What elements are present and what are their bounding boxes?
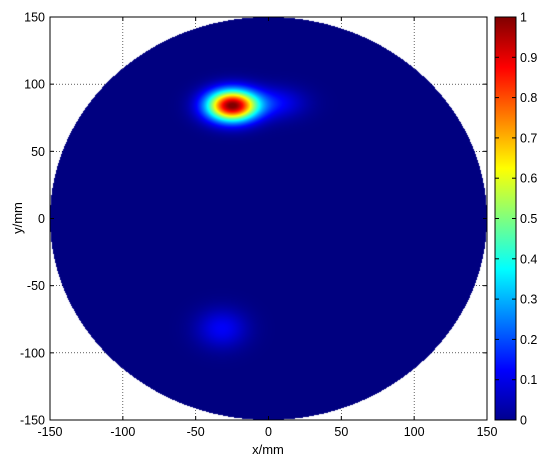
- y-tick-label: -100: [20, 346, 45, 360]
- colorbar-tick-label: 0.2: [520, 333, 537, 347]
- colorbar-tick-label: 0.6: [520, 172, 537, 186]
- colorbar-tick-label: 0.4: [520, 252, 537, 266]
- x-tick-label: -150: [37, 425, 62, 439]
- colorbar-tick-label: 0.7: [520, 131, 537, 145]
- x-tick-label: 100: [404, 425, 425, 439]
- colorbar-tick-label: 0.1: [520, 373, 537, 387]
- colorbar-tick-label: 0.3: [520, 293, 537, 307]
- colorbar-tick-label: 0.5: [520, 212, 537, 226]
- colorbar-tick-label: 0.9: [520, 51, 537, 65]
- x-tick-label: -100: [110, 425, 135, 439]
- x-tick-label: 50: [334, 425, 348, 439]
- colorbar-tick-label: 0.8: [520, 91, 537, 105]
- y-tick-label: 150: [24, 11, 45, 25]
- axis-ticks: -150 -100 -50 0 50 100 150 150 100 50 0 -50 -100 -150: [20, 11, 498, 440]
- colorbar: [495, 17, 516, 420]
- y-tick-label: -150: [20, 414, 45, 428]
- y-tick-label: 50: [31, 145, 45, 159]
- heatmap-image: [50, 17, 487, 420]
- x-tick-label: 0: [265, 425, 272, 439]
- y-tick-label: 100: [24, 78, 45, 92]
- colorbar-tick-label: 1: [520, 11, 527, 25]
- y-tick-label: -50: [27, 279, 45, 293]
- x-axis-label: x/mm: [252, 442, 284, 457]
- colorbar-tick-label: 0: [520, 414, 527, 428]
- colorbar-ticks: 1 0.9 0.8 0.7 0.6 0.5 0.4 0.3 0.2 0.1 0: [495, 11, 537, 428]
- x-tick-label: -50: [187, 425, 205, 439]
- y-tick-label: 0: [38, 212, 45, 226]
- y-axis-label: y/mm: [10, 202, 25, 234]
- x-tick-label: 150: [477, 425, 498, 439]
